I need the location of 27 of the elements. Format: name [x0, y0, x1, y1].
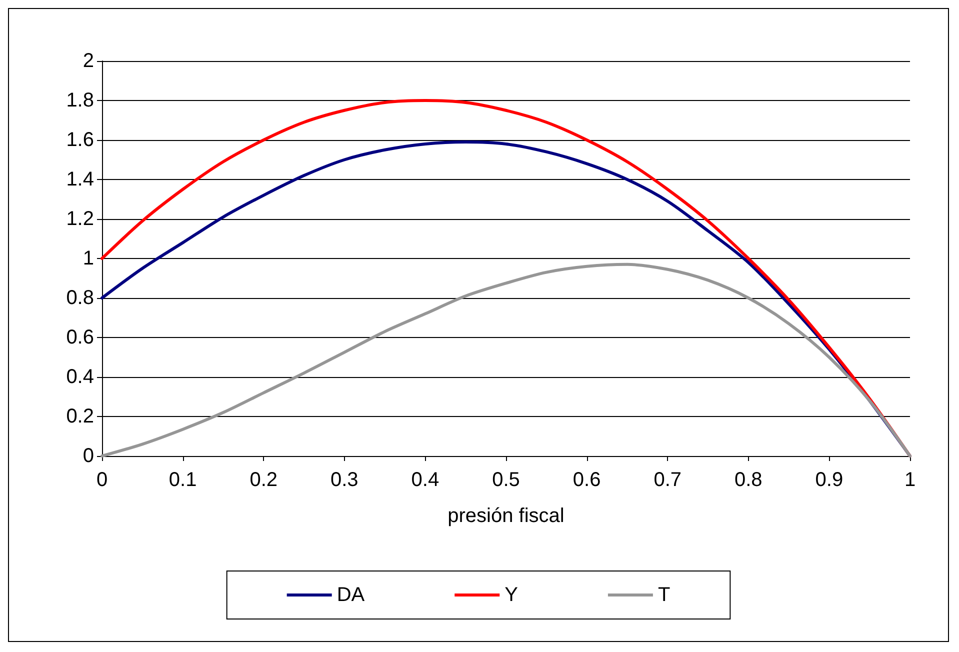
x-tick-label: 0.9 [815, 469, 844, 491]
x-tick-label: 0.7 [654, 469, 682, 491]
x-tick-label: 0.6 [572, 469, 601, 491]
y-tick-label: 1.2 [66, 208, 94, 230]
legend-label: DA [336, 584, 366, 606]
x-tick-label: 0.5 [492, 469, 520, 491]
y-tick-label: 1 [82, 248, 94, 270]
line-series [100, 262, 912, 458]
legend-label: Y [504, 584, 518, 606]
y-tick-label: 0 [82, 445, 94, 467]
y-tick-label: 0.8 [66, 287, 94, 309]
legend-label: T [658, 584, 670, 606]
x-axis-title: presión fiscal [448, 505, 564, 527]
x-tick-label: 0.3 [330, 469, 358, 491]
x-tick-label: 0 [96, 469, 108, 491]
y-tick-label: 0.4 [66, 366, 94, 388]
x-tick-label: 0.2 [250, 469, 278, 491]
x-tick-label: 0.1 [168, 469, 197, 491]
y-tick-label: 1.8 [66, 90, 94, 112]
y-tick-label: 0.2 [66, 406, 94, 428]
y-tick-label: 1.4 [66, 168, 94, 190]
y-tick-label: 2 [82, 50, 94, 72]
y-tick-label: 0.6 [66, 326, 94, 348]
x-tick-label: 1 [904, 469, 916, 491]
x-tick-label: 0.8 [734, 469, 762, 491]
x-tick-label: 0.4 [411, 469, 440, 491]
y-tick-label: 1.6 [66, 129, 94, 151]
